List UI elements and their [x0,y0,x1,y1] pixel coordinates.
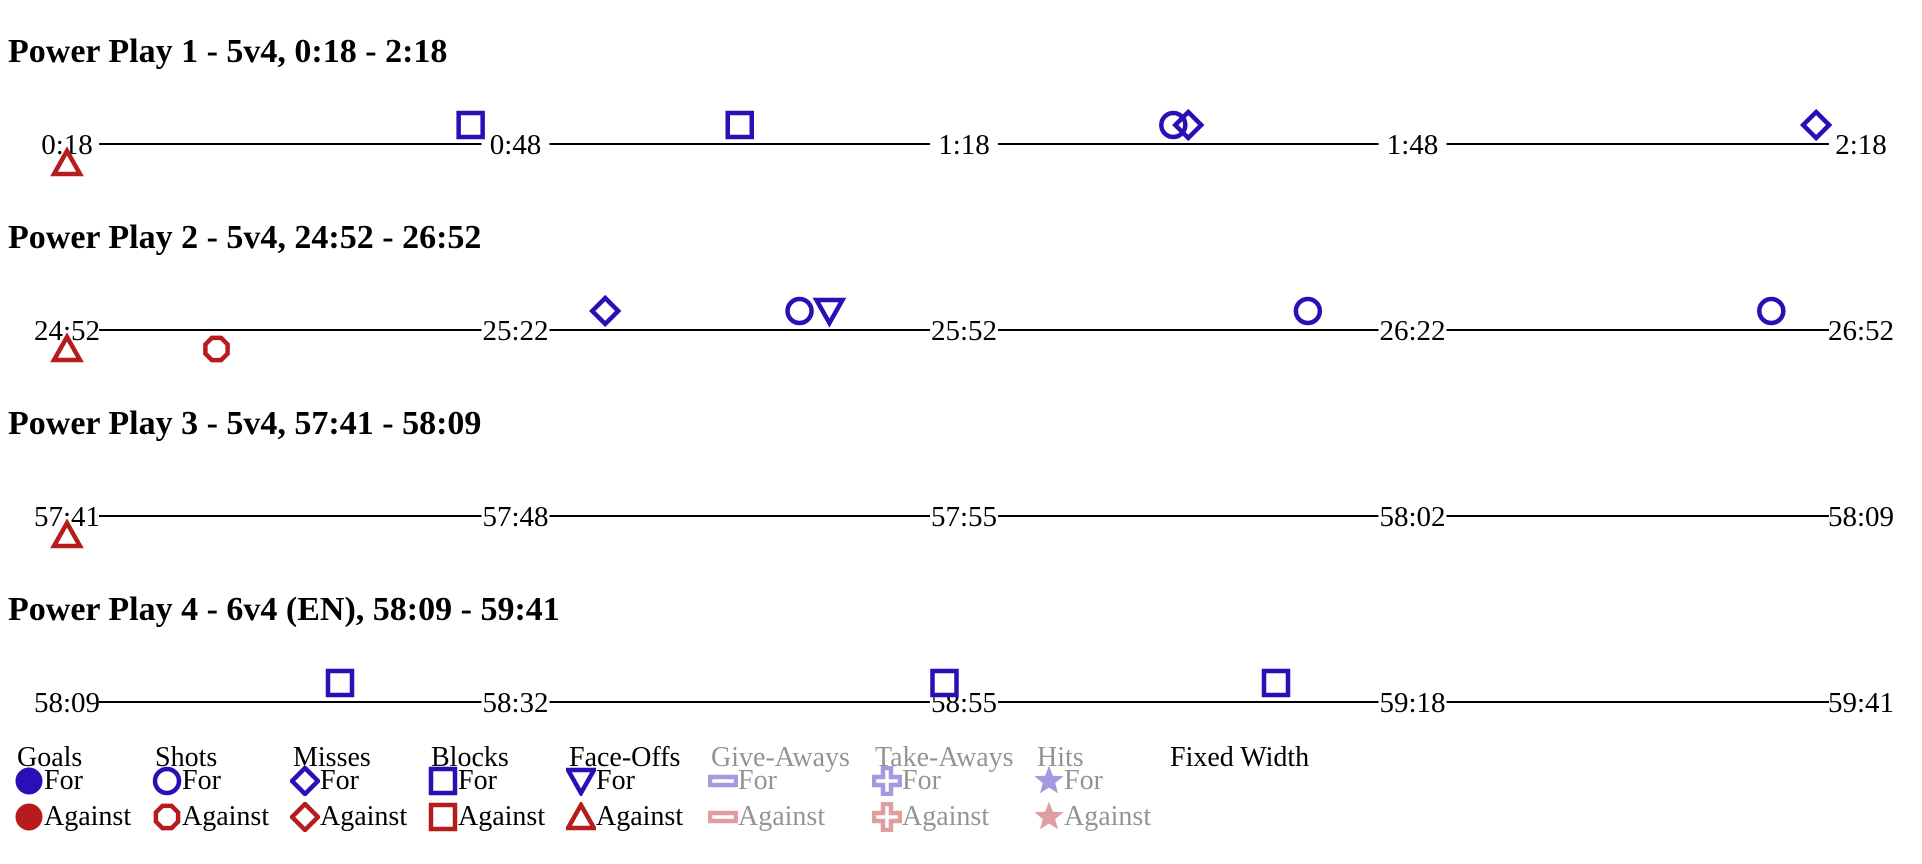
legend-for-label: For [320,765,359,796]
tick-label: 58:55 [931,687,997,719]
legend-goal-against[interactable]: Against [14,800,131,834]
shot-for-marker[interactable] [1159,110,1188,140]
legend-hit-heading[interactable]: Hits [1037,742,1084,773]
power-play-panel-1: Power Play 1 - 5v4, 0:18 - 2:18 0:18 0:48 1… [8,33,1887,177]
tick-label: 25:52 [931,315,997,347]
legend-hit-for[interactable]: For [1034,764,1103,798]
tick-label: 26:52 [1828,315,1894,347]
power-play-panel-3: Power Play 3 - 5v4, 57:41 - 58:09 57:41 57… [8,405,1894,549]
block-for-marker[interactable] [725,110,754,140]
legend-takeaway-for[interactable]: For [872,764,941,798]
fixed-width-toggle[interactable]: Fixed Width [1170,742,1310,773]
tick-label: 57:48 [482,501,548,533]
legend-takeaway-heading[interactable]: Take-Aways [875,742,1014,773]
legend-for-label: For [182,765,221,796]
takeaway-against-icon [872,802,902,832]
faceoff-for-marker[interactable] [812,297,847,328]
legend-hit-against[interactable]: Against [1034,800,1151,834]
tick-label: 59:18 [1379,687,1445,719]
power-play-panel-2: Power Play 2 - 5v4, 24:52 - 26:52 24:52 25… [8,219,1894,363]
faceoff-against-marker[interactable] [50,518,84,549]
legend-against-label: Against [182,801,270,832]
legend-for-label: For [458,765,497,796]
hit-against-icon [1034,802,1064,830]
legend-miss-against[interactable]: Against [290,800,407,834]
goal-for-icon [15,767,43,795]
legend-giveaway-heading[interactable]: Give-Aways [711,742,850,773]
legend-miss-for[interactable]: For [290,764,359,798]
legend-for-label: For [1064,765,1103,796]
legend-faceoff-for[interactable]: For [566,764,635,798]
giveaway-against-icon [708,810,738,824]
giveaway-for-icon [708,774,738,788]
panel-title: Power Play 2 - 5v4, 24:52 - 26:52 [8,219,481,256]
legend-against-label: Against [1064,801,1152,832]
shot-against-icon [153,803,181,831]
tick-label: 26:22 [1379,315,1445,347]
legend-giveaway-for[interactable]: For [708,764,777,798]
faceoff-against-marker[interactable] [50,146,84,177]
faceoff-against-marker[interactable] [50,332,84,363]
tick-label: 1:48 [1387,129,1439,161]
block-for-marker[interactable] [325,668,355,698]
shot-for-marker[interactable] [785,296,814,326]
tick-label: 0:48 [490,129,542,161]
miss-for-marker[interactable] [589,294,622,328]
legend-against-label: Against [738,801,826,832]
faceoff-against-icon [566,802,596,831]
hit-for-icon [1034,766,1064,794]
legend-for-label: For [902,765,941,796]
miss-against-icon [290,802,320,832]
shot-for-marker[interactable] [1293,296,1323,326]
miss-for-marker[interactable] [1172,108,1205,142]
block-for-icon [428,766,458,796]
block-for-marker[interactable] [1261,668,1291,698]
legend-shot-for[interactable]: For [152,764,221,798]
tick-label: 58:32 [482,687,548,719]
tick-label: 59:41 [1828,687,1894,719]
legend-block-for[interactable]: For [428,764,497,798]
panel-title: Power Play 4 - 6v4 (EN), 58:09 - 59:41 [8,591,560,628]
tick-label: 24:52 [34,315,100,347]
tick-label: 2:18 [1835,129,1887,161]
legend-against-label: Against [320,801,408,832]
legend-shot-against[interactable]: Against [152,800,269,834]
legend-for-label: For [44,765,83,796]
tick-label: 25:22 [482,315,548,347]
block-for-marker[interactable] [930,668,959,698]
miss-for-icon [290,766,320,796]
panel-title: Power Play 3 - 5v4, 57:41 - 58:09 [8,405,481,442]
tick-label: 58:02 [1379,501,1445,533]
shot-for-marker[interactable] [1757,296,1786,326]
legend-for-label: For [596,765,635,796]
tick-label: 0:18 [41,129,93,161]
miss-for-marker[interactable] [1799,108,1833,142]
tick-label: 58:09 [1828,501,1894,533]
faceoff-for-icon [566,767,596,796]
legend-giveaway-against[interactable]: Against [708,800,825,834]
legend-against-label: Against [596,801,684,832]
shot-against-marker[interactable] [203,335,230,363]
block-against-icon [428,802,458,832]
legend-faceoff-against[interactable]: Against [566,800,683,834]
block-for-marker[interactable] [456,110,485,140]
power-play-panel-4: Power Play 4 - 6v4 (EN), 58:09 - 59:41 58… [8,591,1894,719]
goal-against-icon [15,803,43,831]
takeaway-for-icon [872,766,902,796]
tick-label: 57:55 [931,501,997,533]
legend-against-label: Against [458,801,546,832]
tick-label: 1:18 [938,129,990,161]
panel-title: Power Play 1 - 5v4, 0:18 - 2:18 [8,33,447,70]
legend-block-against[interactable]: Against [428,800,545,834]
legend-takeaway-against[interactable]: Against [872,800,989,834]
legend-for-label: For [738,765,777,796]
legend-goal-for[interactable]: For [14,764,83,798]
powerplay-timeline-chart: Power Play 1 - 5v4, 0:18 - 2:18 0:18 0:48 1… [8,33,1894,719]
legend: Goals For Against Shots For Against Misses For A… [14,742,1514,857]
tick-label: 58:09 [34,687,100,719]
shot-for-icon [152,766,182,796]
tick-label: 57:41 [34,501,100,533]
legend-against-label: Against [902,801,990,832]
legend-against-label: Against [44,801,132,832]
